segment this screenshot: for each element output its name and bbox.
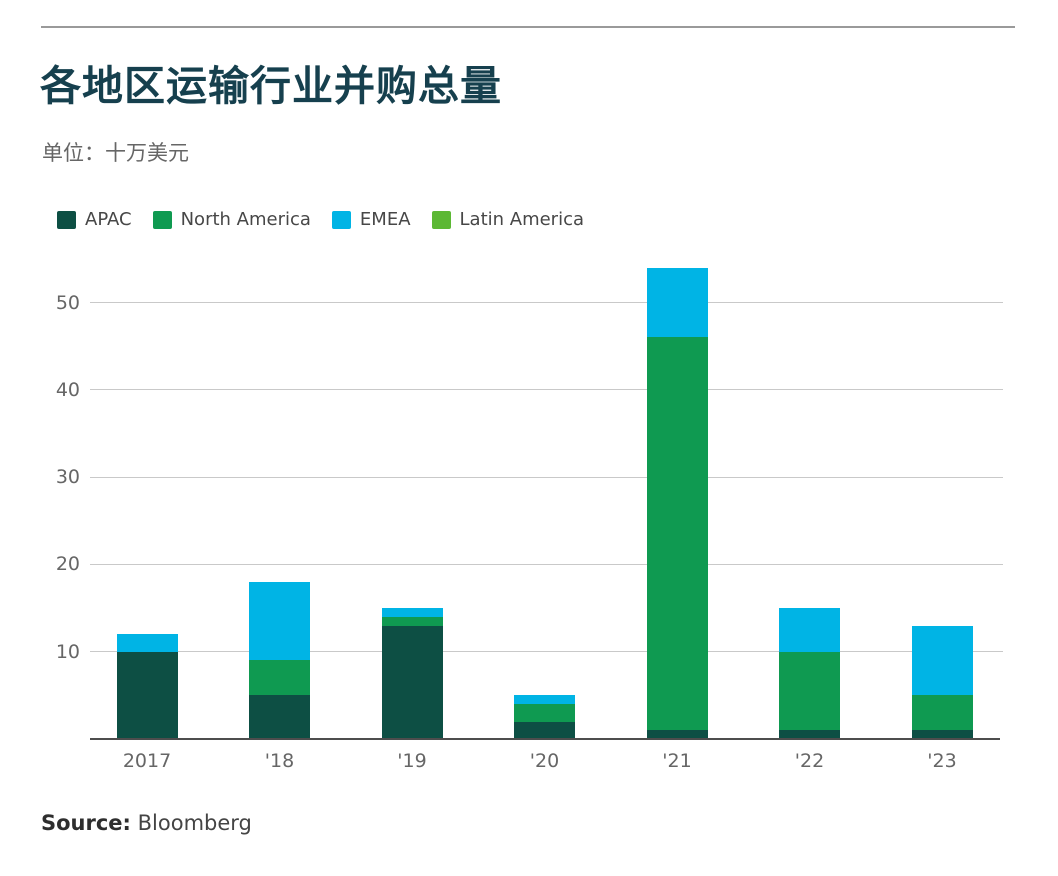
x-axis-tick-20: '20	[529, 750, 560, 772]
bar-21	[646, 267, 708, 739]
bar-23	[911, 625, 973, 739]
chart-legend: APAC North America EMEA Latin America	[57, 209, 584, 230]
legend-item-apac: APAC	[57, 209, 132, 230]
bar-segment-north-america	[779, 651, 840, 731]
bar-segment-apac	[911, 730, 973, 739]
gridline-30	[90, 476, 1003, 478]
x-axis-tick-23: '23	[927, 750, 957, 772]
legend-item-north-america: North America	[152, 209, 311, 230]
legend-swatch-icon	[431, 210, 451, 229]
x-axis-line	[90, 738, 1000, 740]
bar-segment-emea	[911, 625, 973, 696]
bar-segment-emea	[381, 608, 443, 617]
legend-item-latin-america: Latin America	[431, 209, 585, 230]
legend-swatch-icon	[152, 210, 172, 229]
y-axis-tick-20: 20	[55, 553, 80, 576]
bar-segment-apac	[381, 625, 443, 739]
y-axis-tick-30: 30	[55, 466, 80, 489]
bar-segment-apac	[249, 695, 310, 739]
bar-segment-apac	[646, 730, 708, 739]
top-divider	[41, 26, 1015, 28]
bar-20	[514, 695, 575, 739]
x-axis-tick-18: '18	[264, 750, 295, 772]
bar-segment-north-america	[514, 704, 575, 722]
chart-title: 各地区运输行业并购总量	[40, 62, 502, 110]
bar-segment-apac	[779, 730, 840, 739]
bar-segment-emea	[779, 608, 840, 652]
legend-item-emea: EMEA	[331, 209, 411, 230]
legend-label: EMEA	[359, 209, 411, 230]
legend-swatch-icon	[331, 210, 351, 229]
gridline-10	[90, 651, 1003, 653]
bar-segment-emea	[646, 267, 708, 338]
y-axis-tick-50: 50	[55, 291, 80, 314]
bar-segment-emea	[249, 581, 310, 661]
bar-segment-apac	[116, 651, 178, 739]
gridline-40	[90, 389, 1003, 391]
bar-segment-emea	[116, 634, 178, 652]
bar-22	[779, 608, 840, 739]
gridline-50	[90, 302, 1003, 303]
x-axis-tick-19: '19	[397, 750, 427, 772]
chart-unit-label: 单位：十万美元	[42, 141, 189, 165]
legend-swatch-icon	[57, 210, 76, 229]
source-line: Source: Bloomberg	[41, 811, 252, 835]
bar-segment-apac	[514, 721, 575, 739]
bar-18	[249, 581, 310, 739]
bar-segment-north-america	[911, 695, 973, 731]
source-value: Bloomberg	[137, 811, 252, 835]
legend-label: APAC	[85, 209, 132, 230]
legend-label: North America	[180, 209, 311, 230]
bar-segment-emea	[514, 695, 575, 705]
bar-segment-north-america	[381, 616, 443, 626]
x-axis-tick-2017: 2017	[122, 750, 172, 772]
x-axis-tick-21: '21	[662, 750, 692, 772]
bar-segment-north-america	[249, 660, 310, 696]
gridline-20	[90, 563, 1003, 565]
y-axis-tick-40: 40	[55, 378, 80, 401]
bar-19	[381, 608, 443, 739]
x-axis-tick-22: '22	[794, 750, 825, 772]
source-label: Source:	[41, 811, 131, 835]
bar-segment-north-america	[646, 337, 708, 731]
legend-label: Latin America	[459, 209, 585, 230]
y-axis-tick-10: 10	[55, 640, 80, 663]
bar-2017	[116, 634, 178, 739]
